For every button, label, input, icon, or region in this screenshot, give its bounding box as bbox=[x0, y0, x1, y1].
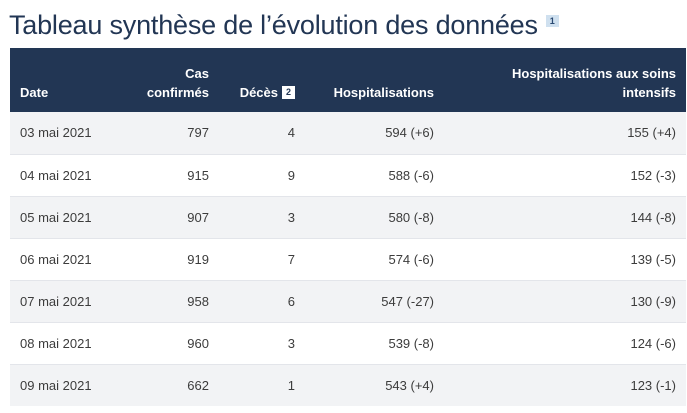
cell-deces: 4 bbox=[287, 125, 295, 141]
table-row: 03 mai 2021 797 4 594 (+6) 155 (+4) bbox=[10, 112, 686, 154]
cell-cas-confirmes: 960 bbox=[115, 321, 219, 364]
column-header-cas-line2: confirmés bbox=[146, 85, 209, 100]
cell-date: 05 mai 2021 bbox=[10, 195, 115, 238]
column-header-soins-line2: intensifs bbox=[622, 85, 676, 100]
cell-cas-confirmes: 907 bbox=[115, 195, 219, 238]
column-header-hospitalisations-label: Hospitalisations bbox=[333, 85, 434, 100]
cell-date: 04 mai 2021 bbox=[10, 153, 115, 196]
column-header-cas-confirmes: Cas confirmés bbox=[115, 48, 219, 112]
deces-footnote-link[interactable]: 2 bbox=[282, 86, 295, 99]
cell-deces: 9 bbox=[219, 153, 305, 196]
table-row: 09 mai 2021 662 1 543 (+4) 123 (-1) bbox=[10, 363, 686, 406]
cell-soins-intensifs: 144 (-8) bbox=[444, 195, 686, 238]
column-header-hospitalisations: Hospitalisations bbox=[305, 48, 444, 112]
cell-date: 07 mai 2021 bbox=[10, 279, 115, 322]
title-footnote-link[interactable]: 1 bbox=[545, 15, 559, 27]
table-row: 08 mai 2021 960 3 539 (-8) 124 (-6) bbox=[10, 321, 686, 364]
cell-soins-intensifs: 155 (+4) bbox=[627, 125, 676, 141]
column-header-date-label: Date bbox=[20, 85, 49, 100]
table-row: 07 mai 2021 958 6 547 (-27) 130 (-9) bbox=[10, 279, 686, 322]
cell-soins-intensifs: 130 (-9) bbox=[444, 279, 686, 322]
table-row: 04 mai 2021 915 9 588 (-6) 152 (-3) bbox=[10, 153, 686, 196]
cell-deces: 3 bbox=[219, 321, 305, 364]
cell-soins-intensifs: 152 (-3) bbox=[444, 153, 686, 196]
cell-deces: 3 bbox=[219, 195, 305, 238]
cell-soins-intensifs: 124 (-6) bbox=[444, 321, 686, 364]
cell-hospitalisations: 580 (-8) bbox=[305, 195, 444, 238]
cell-hospitalisations: 588 (-6) bbox=[305, 153, 444, 196]
cell-date: 08 mai 2021 bbox=[10, 321, 115, 364]
cell-cas-confirmes: 915 bbox=[115, 153, 219, 196]
column-header-date: Date bbox=[10, 48, 115, 112]
cell-hospitalisations: 539 (-8) bbox=[305, 321, 444, 364]
column-header-soins-line1: Hospitalisations aux soins bbox=[512, 66, 676, 81]
column-header-deces: Décès 2 bbox=[219, 48, 305, 112]
cell-deces: 6 bbox=[219, 279, 305, 322]
column-header-soins-intensifs: Hospitalisations aux soins intensifs bbox=[444, 48, 686, 112]
table-body: 03 mai 2021 797 4 594 (+6) 155 (+4) 04 m… bbox=[10, 112, 686, 406]
table-row: 06 mai 2021 919 7 574 (-6) 139 (-5) bbox=[10, 237, 686, 280]
table-header: Date Cas confirmés Décès 2 Hospitalisatio… bbox=[10, 48, 686, 112]
summary-table: Date Cas confirmés Décès 2 Hospitalisatio… bbox=[10, 48, 686, 406]
cell-cas-confirmes: 958 bbox=[115, 279, 219, 322]
cell-hospitalisations: 543 (+4) bbox=[305, 363, 444, 406]
column-header-deces-label: Décès bbox=[239, 85, 278, 100]
cell-hospitalisations: 547 (-27) bbox=[305, 279, 444, 322]
cell-date: 06 mai 2021 bbox=[10, 237, 115, 280]
title-row: Tableau synthèse de l’évolution des donn… bbox=[9, 6, 559, 44]
cell-hospitalisations: 594 (+6) bbox=[385, 125, 434, 141]
cell-deces: 1 bbox=[219, 363, 305, 406]
header-row: Date Cas confirmés Décès 2 Hospitalisatio… bbox=[10, 48, 686, 112]
cell-deces: 7 bbox=[219, 237, 305, 280]
cell-date: 09 mai 2021 bbox=[10, 363, 115, 406]
table-row: 05 mai 2021 907 3 580 (-8) 144 (-8) bbox=[10, 195, 686, 238]
cell-soins-intensifs: 139 (-5) bbox=[444, 237, 686, 280]
cell-soins-intensifs: 123 (-1) bbox=[444, 363, 686, 406]
column-header-cas-line1: Cas bbox=[185, 66, 209, 81]
cell-cas-confirmes: 662 bbox=[115, 363, 219, 406]
cell-cas-confirmes: 797 bbox=[187, 125, 209, 141]
page-title: Tableau synthèse de l’évolution des donn… bbox=[9, 10, 538, 40]
cell-hospitalisations: 574 (-6) bbox=[305, 237, 444, 280]
cell-cas-confirmes: 919 bbox=[115, 237, 219, 280]
cell-date: 03 mai 2021 bbox=[20, 125, 92, 141]
